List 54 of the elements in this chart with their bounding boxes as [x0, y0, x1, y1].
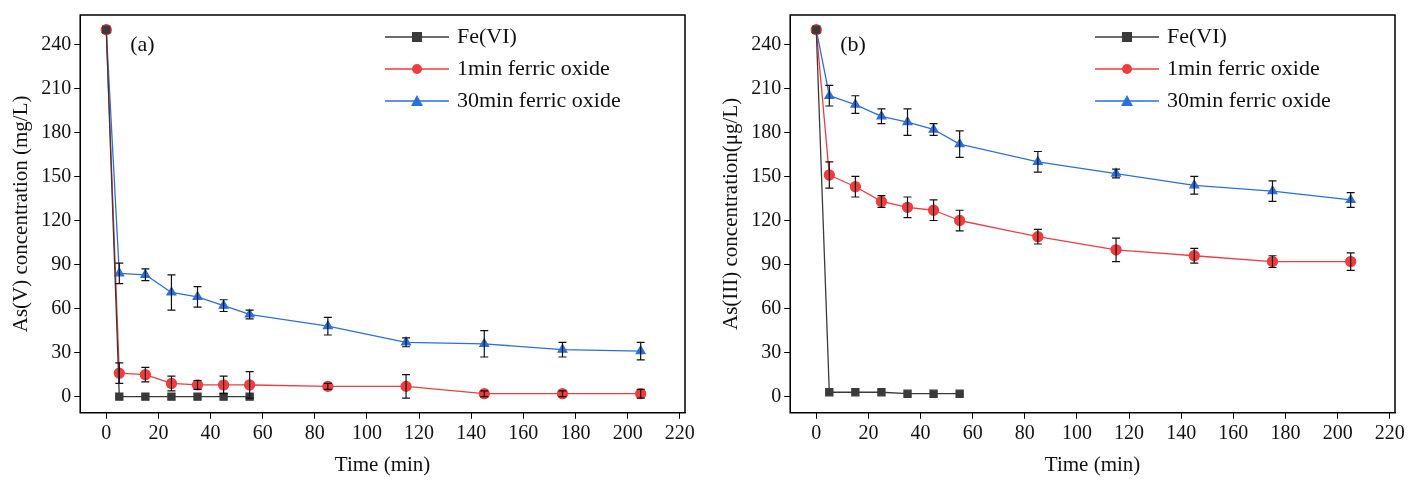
y-tick-label: 150: [41, 163, 72, 186]
x-tick-label: 220: [664, 421, 695, 444]
x-tick-label: 140: [456, 421, 487, 444]
y-tick-label: 90: [51, 251, 72, 274]
y-tick-label: 240: [41, 31, 72, 54]
x-tick-label: 60: [962, 421, 983, 444]
y-tick-label: 210: [41, 75, 72, 98]
x-tick-label: 120: [404, 421, 435, 444]
legend-label: Fe(VI): [1167, 22, 1227, 48]
x-tick-label: 20: [148, 421, 169, 444]
x-tick-label: 200: [1322, 421, 1353, 444]
x-tick-label: 100: [1061, 421, 1092, 444]
y-tick-label: 60: [51, 295, 72, 318]
x-tick-label: 80: [1014, 421, 1035, 444]
x-tick-label: 120: [1114, 421, 1145, 444]
y-axis-title: As(III) concentration(μg/L): [718, 97, 743, 331]
y-tick-label: 30: [51, 339, 72, 362]
y-tick-label: 180: [41, 119, 72, 142]
y-tick-label: 0: [61, 383, 72, 406]
y-axis-title: As(V) concentration (mg/L): [8, 95, 33, 333]
x-tick-label: 0: [101, 421, 112, 444]
annotation: (a): [130, 30, 155, 56]
x-tick-label: 200: [612, 421, 643, 444]
legend-label: 30min ferric oxide: [457, 86, 621, 112]
y-tick-label: 210: [751, 75, 782, 98]
x-tick-label: 40: [200, 421, 221, 444]
legend-label: 30min ferric oxide: [1167, 86, 1331, 112]
legend-label: Fe(VI): [457, 22, 517, 48]
legend-label: 1min ferric oxide: [1167, 54, 1320, 80]
y-tick-label: 180: [751, 119, 782, 142]
x-tick-label: 80: [304, 421, 325, 444]
legend-label: 1min ferric oxide: [457, 54, 610, 80]
y-tick-label: 0: [771, 383, 782, 406]
x-tick-label: 160: [508, 421, 539, 444]
x-tick-label: 160: [1218, 421, 1249, 444]
y-tick-label: 240: [751, 31, 782, 54]
x-tick-label: 180: [1270, 421, 1301, 444]
y-tick-label: 90: [761, 251, 782, 274]
x-tick-label: 180: [560, 421, 591, 444]
annotation: (b): [840, 30, 866, 56]
x-tick-label: 60: [252, 421, 273, 444]
x-tick-label: 140: [1166, 421, 1197, 444]
y-tick-label: 60: [761, 295, 782, 318]
x-tick-label: 40: [910, 421, 931, 444]
x-tick-label: 20: [858, 421, 879, 444]
y-tick-label: 150: [751, 163, 782, 186]
y-tick-label: 120: [751, 207, 782, 230]
x-tick-label: 220: [1374, 421, 1405, 444]
x-axis-title: Time (min): [1044, 451, 1141, 476]
x-axis-title: Time (min): [334, 451, 431, 476]
y-tick-label: 30: [761, 339, 782, 362]
y-tick-label: 120: [41, 207, 72, 230]
x-tick-label: 100: [351, 421, 382, 444]
x-tick-label: 0: [811, 421, 822, 444]
